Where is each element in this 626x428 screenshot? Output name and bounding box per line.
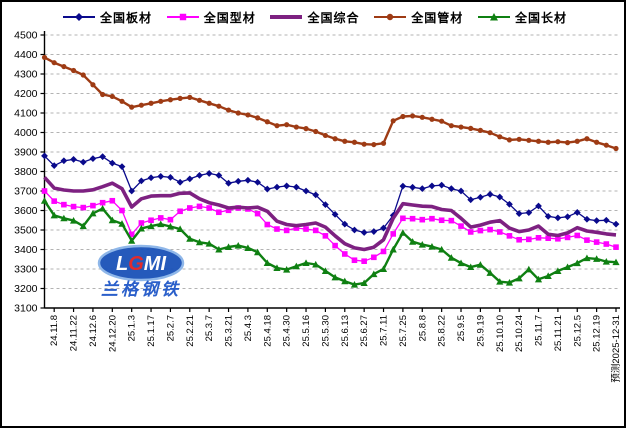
- x-tick-label: 25.3.21: [224, 315, 235, 347]
- x-tick-label: 25.10.10: [495, 315, 506, 352]
- x-tick-label: 25.7.25: [398, 315, 409, 347]
- y-tick-label: 3800: [14, 166, 38, 178]
- series-1: [41, 188, 619, 264]
- x-tick-label: 25.11.21: [553, 315, 564, 351]
- x-tick-label: 25.5.16: [301, 315, 312, 347]
- x-tick-label: 25.4.30: [282, 315, 293, 347]
- legend-item-4: 全国长材: [477, 9, 567, 26]
- x-tick-label: 25.7.11: [379, 315, 390, 346]
- y-tick-label: 4300: [14, 69, 38, 81]
- legend-item-3: 全国管材: [373, 9, 463, 26]
- y-tick-label: 3900: [14, 147, 38, 159]
- x-tick-label: 预测2025-12-31: [611, 315, 622, 383]
- legend-label: 全国综合: [307, 10, 360, 25]
- y-tick-label: 3300: [14, 264, 38, 276]
- y-tick-label: 3400: [14, 244, 38, 256]
- series-3: [41, 54, 619, 152]
- y-tick-label: 3100: [14, 303, 38, 315]
- legend-label: 全国板材: [100, 10, 153, 25]
- x-tick-label: 24.11.22: [69, 315, 80, 351]
- x-tick-label: 25.6.27: [359, 315, 370, 347]
- x-tick-label: 25.9.19: [475, 315, 486, 347]
- lgmi-company-text: 兰格钢铁: [101, 280, 181, 299]
- y-tick-label: 3700: [14, 186, 38, 198]
- x-tick-label: 25.4.18: [262, 315, 273, 347]
- legend-circle-marker-icon: [374, 13, 407, 21]
- legend-square-marker-icon: [166, 13, 199, 21]
- x-tick-label: 25.6.13: [340, 315, 351, 347]
- x-tick-label: 25.3.7: [204, 315, 215, 341]
- x-tick-label: 25.8.22: [437, 315, 448, 347]
- axes: 4500 4400 4300 4200 4100 4000 3900 3800 3700 3600…: [14, 30, 622, 383]
- series-4: [40, 197, 620, 288]
- legend-triangle-marker-icon: [477, 13, 510, 21]
- y-tick-label: 3600: [14, 205, 38, 217]
- chart-legend: 全国板材 全国型材 全国综合 全国管材 全国长材: [62, 7, 567, 27]
- y-tick-label: 4200: [14, 88, 38, 100]
- legend-none-marker-icon: [270, 15, 303, 19]
- x-tick-label: 24.11.8: [49, 315, 60, 346]
- x-tick-label: 25.2.7: [165, 315, 176, 341]
- y-tick-label: 4100: [14, 108, 38, 120]
- x-tick-label: 25.12.19: [592, 315, 603, 352]
- legend-label: 全国管材: [411, 10, 464, 25]
- x-tick-label: 24.12.20: [107, 315, 118, 352]
- x-tick-label: 25.2.21: [185, 315, 196, 347]
- legend-item-2: 全国综合: [269, 9, 359, 26]
- y-tick-label: 3500: [14, 225, 38, 237]
- legend-item-1: 全国型材: [166, 9, 256, 26]
- y-tick-label: 4400: [14, 49, 38, 61]
- x-tick-label: 25.10.24: [514, 315, 525, 352]
- x-tick-label: 25.1.3: [127, 315, 138, 341]
- y-tick-label: 4000: [14, 127, 38, 139]
- legend-diamond-marker-icon: [63, 13, 95, 21]
- lgmi-watermark: LGMI 兰格钢铁: [97, 244, 185, 299]
- series-2: [43, 176, 617, 252]
- legend-label: 全国长材: [514, 10, 567, 25]
- x-tick-label: 24.12.6: [88, 315, 99, 347]
- y-tick-label: 4500: [14, 30, 38, 42]
- x-tick-label: 25.4.3: [243, 315, 254, 341]
- series-0: [41, 152, 620, 236]
- legend-label: 全国型材: [203, 10, 256, 25]
- x-tick-label: 25.11.7: [534, 315, 545, 346]
- lgmi-logo-text: LGMI: [116, 253, 166, 275]
- x-tick-label: 25.5.30: [320, 315, 331, 347]
- y-tick-label: 3200: [14, 283, 38, 295]
- x-tick-label: 25.1.17: [146, 315, 157, 347]
- x-tick-label: 25.9.5: [456, 315, 467, 341]
- x-tick-label: 25.12.5: [572, 315, 583, 347]
- x-tick-label: 25.8.8: [417, 315, 428, 341]
- legend-item-0: 全国板材: [62, 9, 152, 26]
